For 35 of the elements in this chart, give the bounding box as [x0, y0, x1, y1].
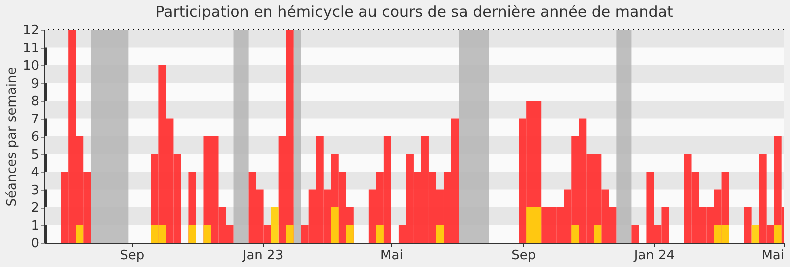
y-tick-label: 8	[31, 94, 40, 110]
y-tick-label: 6	[31, 130, 40, 145]
x-tick-label: Mai	[380, 248, 404, 264]
bar	[331, 208, 339, 243]
bar	[572, 225, 580, 243]
y-tick-label: 11	[22, 41, 40, 56]
x-tick-label: Jan 24	[633, 248, 676, 264]
y-tick-label: 9	[31, 76, 40, 92]
y-tick-label: 2	[31, 201, 40, 216]
y-tick-label: 10	[22, 59, 40, 74]
y-axis-title: Séances par semaine	[4, 67, 20, 207]
bar	[271, 208, 279, 243]
bar	[76, 225, 84, 243]
bar	[346, 225, 354, 243]
bar	[204, 225, 212, 243]
bar	[752, 225, 760, 243]
bar	[632, 225, 640, 243]
x-tick-label: Jan 23	[242, 248, 284, 264]
bar	[286, 225, 294, 243]
bar	[594, 225, 602, 243]
bar	[744, 208, 752, 243]
y-tick-label: 12	[22, 24, 40, 38]
bar	[188, 225, 196, 243]
x-tick-label: Sep	[512, 248, 536, 264]
bar	[436, 225, 444, 243]
y-tick-label: 3	[31, 183, 40, 198]
y-tick-label: 0	[31, 236, 40, 252]
y-tick-label: 7	[31, 112, 40, 128]
x-tick-label: Sep	[120, 248, 145, 264]
y-tick-label: 4	[31, 166, 40, 180]
y-tick-label: 5	[31, 148, 40, 163]
bar	[376, 225, 384, 243]
y-tick-label: 1	[31, 218, 40, 234]
chart-title: Participation en hémicycle au cours de sa dernière année de mandat	[156, 3, 674, 21]
x-tick-label: Mai	[762, 248, 784, 264]
